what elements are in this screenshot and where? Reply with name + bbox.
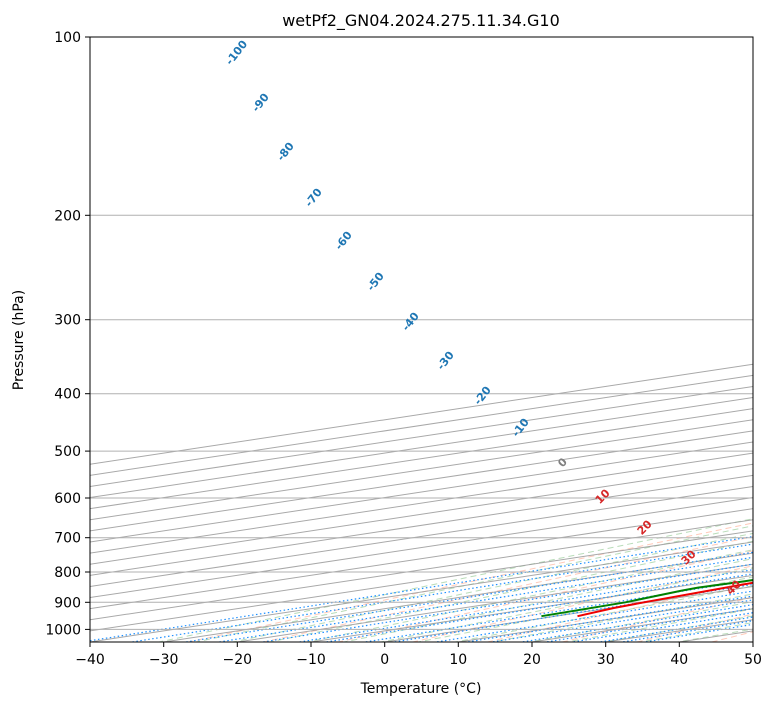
y-tick-label: 800 bbox=[54, 565, 81, 581]
x-tick-label: 50 bbox=[744, 652, 762, 668]
x-tick-label: −40 bbox=[75, 652, 105, 668]
x-tick-label: −30 bbox=[149, 652, 179, 668]
y-tick-label: 1000 bbox=[45, 622, 81, 638]
y-tick-label: 900 bbox=[54, 595, 81, 611]
y-tick-label: 500 bbox=[54, 444, 81, 460]
x-axis-title: Temperature (°C) bbox=[360, 681, 482, 697]
x-tick-label: 30 bbox=[597, 652, 615, 668]
x-tick-label: 40 bbox=[670, 652, 688, 668]
y-axis-title: Pressure (hPa) bbox=[11, 290, 27, 390]
y-tick-label: 100 bbox=[54, 30, 81, 46]
y-tick-label: 700 bbox=[54, 531, 81, 547]
x-tick-label: −10 bbox=[296, 652, 326, 668]
x-tick-label: 20 bbox=[523, 652, 541, 668]
x-tick-label: 0 bbox=[380, 652, 389, 668]
y-tick-label: 400 bbox=[54, 387, 81, 403]
x-tick-label: −20 bbox=[223, 652, 253, 668]
y-tick-label: 300 bbox=[54, 313, 81, 329]
y-tick-label: 200 bbox=[54, 208, 81, 224]
y-tick-label: 600 bbox=[54, 491, 81, 507]
chart-title: wetPf2_GN04.2024.275.11.34.G10 bbox=[282, 11, 560, 31]
x-tick-label: 10 bbox=[449, 652, 467, 668]
